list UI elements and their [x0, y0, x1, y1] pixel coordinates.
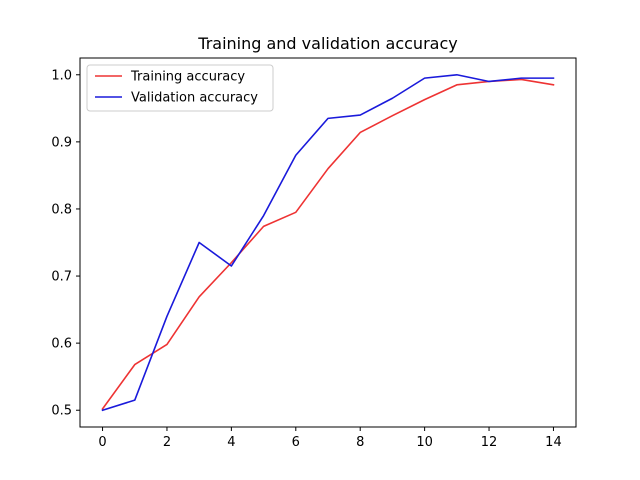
- legend-label: Validation accuracy: [131, 91, 258, 106]
- series-line-training: [101, 78, 555, 411]
- x-tick-label: 6: [292, 435, 300, 450]
- chart-title: Training and validation accuracy: [197, 34, 457, 53]
- y-axis: 0.5 0.6 0.7 0.8 0.9 1.0: [51, 68, 80, 419]
- x-tick-label: 12: [481, 435, 498, 450]
- series-layer: [101, 73, 555, 412]
- y-tick-label: 0.7: [51, 270, 72, 285]
- legend-box: [86, 64, 274, 112]
- y-tick-label: 1.0: [51, 68, 72, 83]
- plot-area: [79, 57, 577, 428]
- legend: Training accuracy Validation accuracy: [86, 64, 274, 112]
- series-line-validation: [101, 73, 555, 412]
- legend-label: Training accuracy: [130, 70, 245, 85]
- y-tick-label: 0.5: [51, 404, 72, 419]
- y-tick-label: 0.9: [51, 135, 72, 150]
- x-tick-label: 10: [416, 435, 433, 450]
- y-tick-label: 0.6: [51, 337, 72, 352]
- x-tick-label: 8: [356, 435, 364, 450]
- x-tick-label: 2: [163, 435, 171, 450]
- x-tick-label: 0: [98, 435, 106, 450]
- x-axis: 0 2 4 6 8 10 12 14: [98, 427, 562, 450]
- x-tick-label: 4: [227, 435, 235, 450]
- x-tick-label: 14: [545, 435, 562, 450]
- y-tick-label: 0.8: [51, 202, 72, 217]
- plot-frame: [79, 57, 577, 428]
